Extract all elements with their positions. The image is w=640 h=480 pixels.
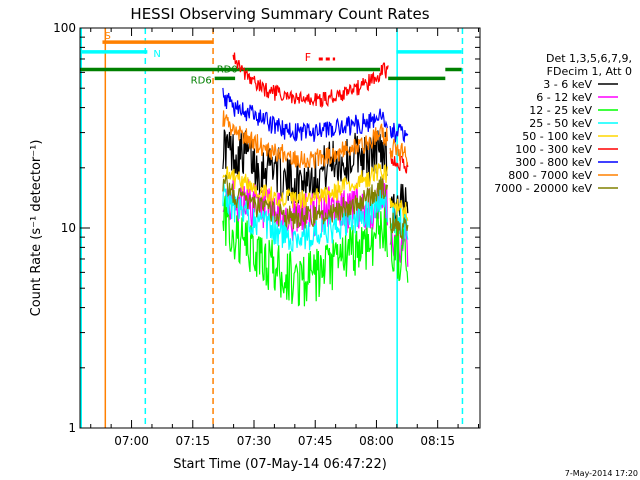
- legend-entry-label: 25 - 50 keV: [529, 117, 592, 130]
- series-line-5-0: [232, 52, 389, 109]
- legend-header-line: Det 1,3,5,6,7,9,: [546, 52, 632, 65]
- x-tick-label: 07:45: [298, 434, 333, 448]
- series-line-4-0: [222, 163, 388, 209]
- chart-title: HESSI Observing Summary Count Rates: [130, 5, 429, 23]
- footer-timestamp: 7-May-2014 17:20: [565, 469, 638, 478]
- series-line-2-0: [222, 196, 388, 307]
- series-line-4-1: [389, 197, 409, 221]
- series-line-8-0: [222, 174, 388, 230]
- legend-header-line: FDecim 1, Att 0: [547, 65, 632, 78]
- x-tick-label: 07:30: [237, 434, 272, 448]
- annotation-layer: S N RD0 RD6 F: [80, 28, 464, 428]
- series-line-7-1: [389, 138, 408, 166]
- legend-entry-label: 12 - 25 keV: [529, 104, 592, 117]
- y-tick-label: 100: [53, 21, 76, 35]
- axis-ticks: 07:00 07:15 07:30 07:45 08:00 08:15 1 10 100: [53, 21, 480, 448]
- x-tick-label: 07:00: [114, 434, 149, 448]
- legend-entry-label: 50 - 100 keV: [522, 130, 592, 143]
- legend-entry-label: 100 - 300 keV: [515, 143, 592, 156]
- legend-entry-label: 7000 - 20000 keV: [494, 182, 592, 195]
- x-axis-label: Start Time (07-May-14 06:47:22): [173, 457, 387, 472]
- legend-entry-label: 3 - 6 keV: [543, 78, 592, 91]
- legend: Det 1,3,5,6,7,9,FDecim 1, Att 03 - 6 keV…: [494, 52, 632, 195]
- series-layer: [222, 52, 409, 307]
- series-line-6-0: [222, 87, 388, 143]
- legend-entry-label: 800 - 7000 keV: [508, 169, 592, 182]
- state-bar-label-0: S: [104, 31, 110, 42]
- x-tick-label: 08:00: [359, 434, 394, 448]
- legend-entry-label: 300 - 800 keV: [515, 156, 592, 169]
- x-tick-label: 07:15: [175, 434, 210, 448]
- state-bar-label-1: N: [153, 49, 160, 60]
- state-bar-label-6: RD6: [191, 75, 212, 86]
- state-bar-label-3: RD0: [217, 65, 238, 76]
- y-tick-label: 10: [61, 221, 76, 235]
- series-line-5-1: [389, 152, 409, 174]
- legend-entry-label: 6 - 12 keV: [536, 91, 592, 104]
- flare-label: F: [305, 51, 311, 64]
- y-tick-label: 1: [68, 421, 76, 435]
- series-line-7-0: [222, 110, 388, 169]
- y-axis-label: Count Rate (s⁻¹ detector⁻¹): [29, 140, 44, 317]
- series-line-8-1: [389, 212, 409, 240]
- x-tick-label: 08:15: [420, 434, 455, 448]
- series-line-3-0: [222, 180, 388, 252]
- series-line-6-1: [389, 122, 409, 144]
